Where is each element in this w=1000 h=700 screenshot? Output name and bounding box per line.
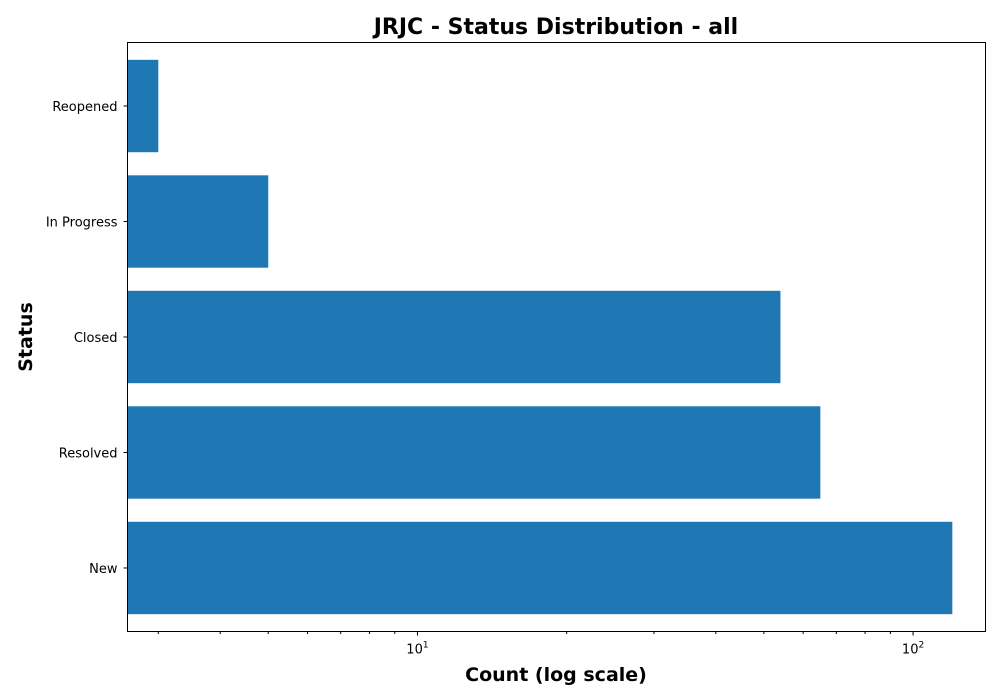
bars-group [128, 60, 953, 614]
bar-in-progress [128, 175, 269, 267]
y-tick-label: In Progress [46, 216, 118, 231]
y-axis-ticks: New Resolved Closed In Progress Reopened [46, 100, 128, 577]
y-tick-label: New [89, 562, 118, 577]
chart-title: JRJC - Status Distribution - all [372, 15, 738, 40]
x-axis-label: Count (log scale) [465, 664, 647, 686]
bar-closed [128, 291, 781, 383]
y-tick-label: Resolved [59, 446, 118, 461]
y-tick-label: Closed [74, 331, 118, 346]
y-axis-label: Status [15, 302, 37, 372]
y-tick-label: Reopened [52, 100, 117, 115]
x-axis-ticks: 101 102 [158, 632, 924, 658]
x-tick-label: 102 [902, 641, 924, 658]
bar-new [128, 522, 953, 614]
bar-reopened [128, 60, 159, 152]
bar-resolved [128, 406, 821, 498]
x-tick-label: 101 [406, 641, 428, 658]
